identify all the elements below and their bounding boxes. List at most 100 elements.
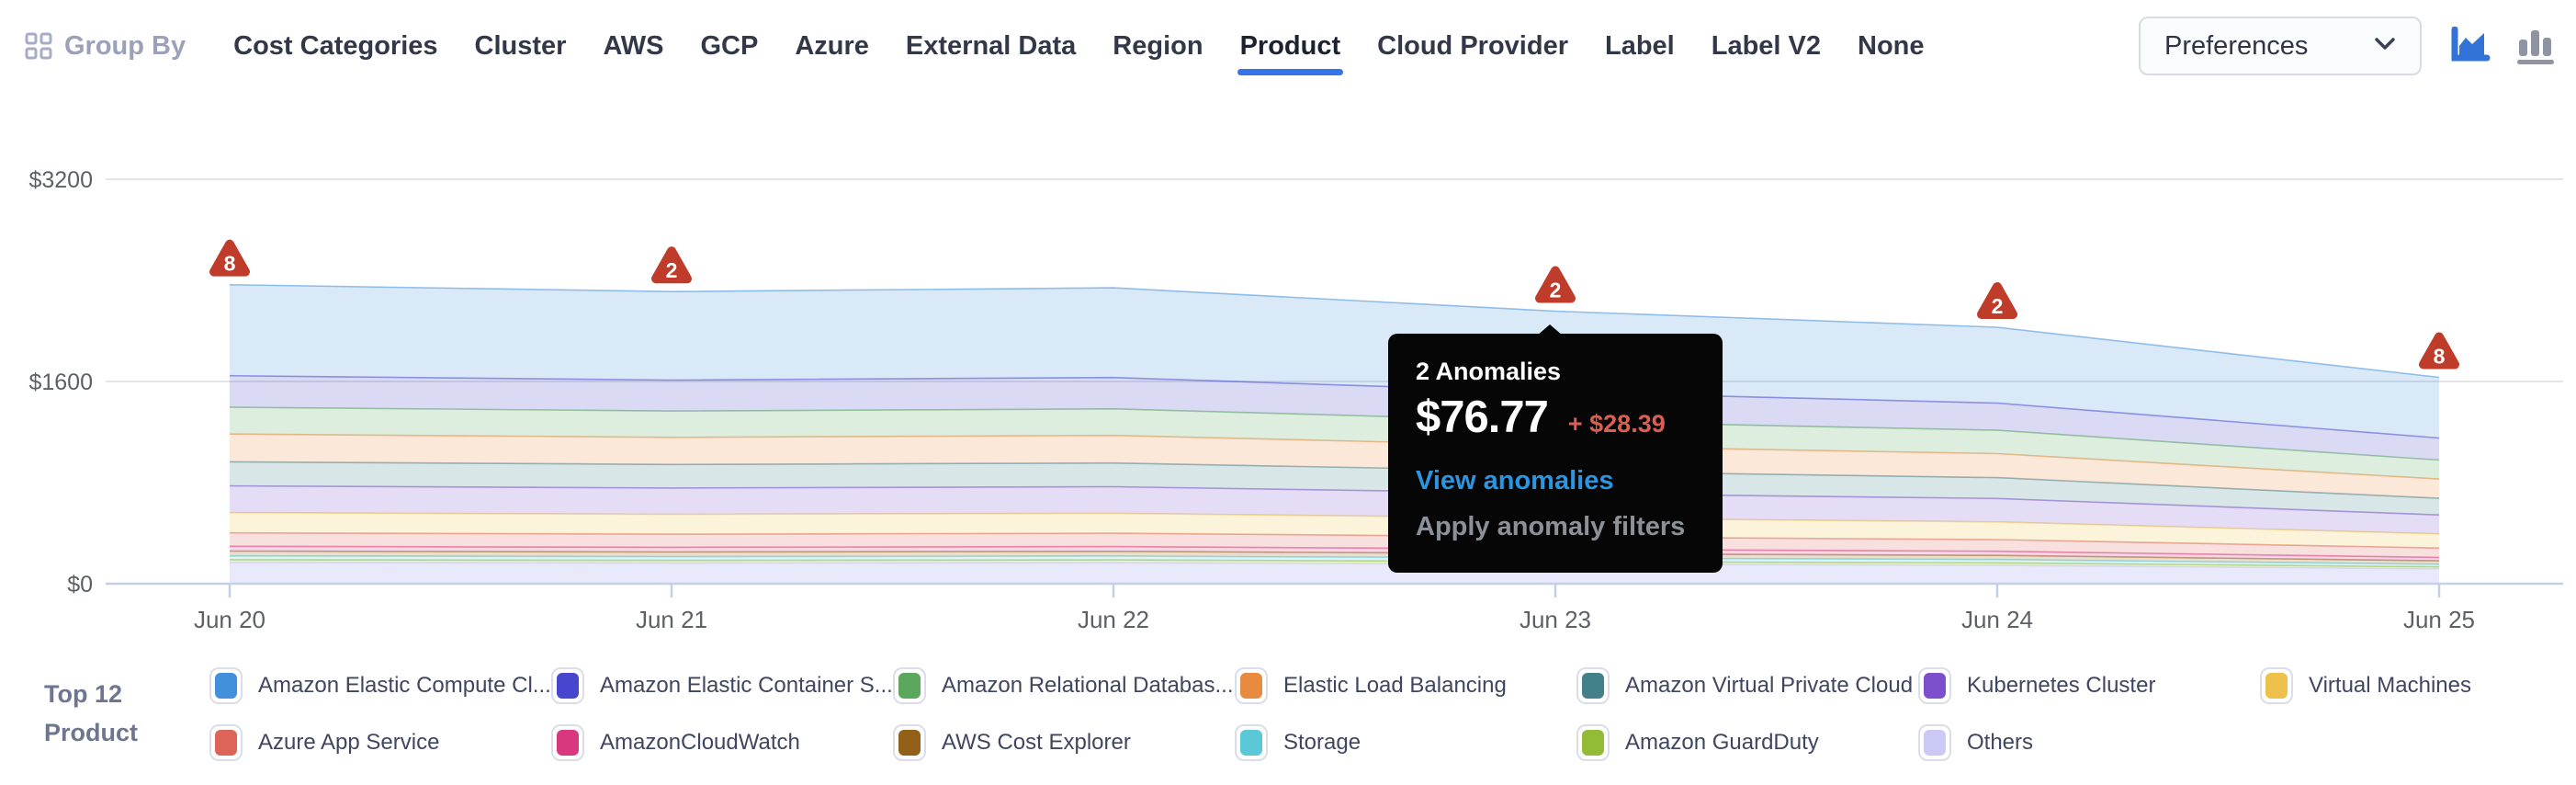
legend-swatch	[893, 667, 926, 704]
legend-label: Amazon Relational Databas...	[942, 673, 1234, 698]
legend-item-amazon-relational-databas[interactable]: Amazon Relational Databas...	[893, 667, 1235, 704]
legend-label: AWS Cost Explorer	[942, 730, 1131, 755]
area-edge	[229, 550, 2440, 562]
legend-item-others[interactable]: Others	[1918, 724, 2260, 761]
area-amazon-guardduty	[230, 559, 2439, 569]
legend-item-aws-cost-explorer[interactable]: AWS Cost Explorer	[893, 724, 1235, 761]
anomaly-tooltip: 2 Anomalies $76.77 + $28.39 View anomali…	[1388, 324, 1723, 573]
group-by-tabs: Cost Categories Cluster AWS GCP Azure Externa…	[233, 26, 1925, 75]
legend-item-elastic-load-balancing[interactable]: Elastic Load Balancing	[1235, 667, 1576, 704]
tab-product[interactable]: Product	[1237, 26, 1343, 75]
legend-swatch	[1235, 667, 1268, 704]
tab-azure[interactable]: Azure	[795, 30, 869, 61]
legend-item-kubernetes-cluster[interactable]: Kubernetes Cluster	[1918, 667, 2260, 704]
preferences-label: Preferences	[2164, 30, 2309, 61]
tooltip-title: 2 Anomalies	[1416, 358, 1562, 385]
x-axis-label: Jun 20	[194, 606, 266, 633]
legend-swatch	[2260, 667, 2293, 704]
legend-label: Storage	[1283, 730, 1361, 755]
x-axis-label: Jun 25	[2403, 606, 2475, 633]
view-anomalies-link[interactable]: View anomalies	[1416, 466, 1614, 495]
area-amazoncloudwatch	[230, 546, 2439, 562]
chart-legend: Top 12 Product Amazon Elastic Compute Cl…	[0, 643, 2576, 785]
legend-item-amazon-virtual-private-cloud[interactable]: Amazon Virtual Private Cloud	[1576, 667, 1918, 704]
legend-label: Others	[1967, 730, 2034, 755]
legend-swatch	[893, 724, 926, 761]
area-edge	[229, 461, 2440, 499]
legend-label: Elastic Load Balancing	[1283, 673, 1507, 698]
svg-text:8: 8	[2434, 344, 2446, 368]
legend-item-amazon-elastic-container-s[interactable]: Amazon Elastic Container S...	[551, 667, 893, 704]
area-elastic-load-balancing	[230, 434, 2439, 499]
anomaly-badge-jun-25[interactable]: 8	[2419, 332, 2459, 370]
tab-none[interactable]: None	[1858, 30, 1925, 61]
legend-item-amazoncloudwatch[interactable]: AmazonCloudWatch	[551, 724, 893, 761]
legend-label: Amazon GuardDuty	[1625, 730, 1819, 755]
tab-label[interactable]: Label	[1604, 30, 1675, 61]
legend-swatch	[1576, 667, 1610, 704]
toolbar-right: Preferences	[2139, 17, 2576, 75]
legend-label: Virtual Machines	[2309, 673, 2471, 698]
anomaly-badge-jun-21[interactable]: 2	[651, 246, 692, 284]
legend-label: AmazonCloudWatch	[600, 730, 800, 755]
tooltip-delta: + $28.39	[1567, 410, 1666, 438]
area-others	[230, 563, 2439, 584]
area-edge	[229, 484, 2440, 516]
area-edge	[229, 559, 2440, 568]
area-storage	[230, 555, 2439, 567]
anomaly-badge-jun-23[interactable]: 2	[1535, 266, 1576, 303]
area-amazon-elastic-container-s	[230, 375, 2439, 461]
legend-title-line1: Top 12	[44, 680, 123, 709]
svg-text:2: 2	[666, 258, 678, 282]
apply-anomaly-filters-link[interactable]: Apply anomaly filters	[1416, 512, 1686, 541]
legend-swatch	[209, 724, 243, 761]
x-axis-label: Jun 21	[636, 606, 707, 633]
legend-items: Amazon Elastic Compute Cl... Amazon Elast…	[209, 667, 2576, 761]
legend-item-storage[interactable]: Storage	[1235, 724, 1576, 761]
legend-label: Kubernetes Cluster	[1967, 673, 2156, 698]
area-edge	[229, 545, 2440, 559]
tab-aws[interactable]: AWS	[603, 30, 664, 61]
group-by: Group By	[25, 31, 186, 62]
tab-label-v2[interactable]: Label V2	[1711, 30, 1822, 61]
tab-cloud-provider[interactable]: Cloud Provider	[1377, 30, 1568, 61]
tab-region[interactable]: Region	[1113, 30, 1203, 61]
legend-title-line2: Product	[44, 719, 139, 746]
x-axis-label: Jun 22	[1078, 606, 1149, 633]
area-chart-icon[interactable]	[2449, 27, 2491, 65]
legend-swatch	[551, 667, 584, 704]
svg-text:2: 2	[1550, 279, 1562, 302]
area-amazon-virtual-private-cloud	[230, 461, 2439, 516]
area-edge	[229, 562, 2440, 570]
tab-gcp[interactable]: GCP	[700, 30, 759, 61]
y-axis-label: $3200	[28, 167, 93, 193]
svg-text:8: 8	[224, 252, 236, 276]
area-aws-cost-explorer	[230, 551, 2439, 564]
cost-chart-area: $0 $1600 $3200 Jun 20 Jun 21 Jun 22 Jun 23 Jun …	[0, 92, 2576, 643]
tab-external-data[interactable]: External Data	[905, 30, 1077, 61]
anomaly-badge-jun-24[interactable]: 2	[1977, 282, 2017, 320]
area-edge	[229, 433, 2440, 480]
bar-chart-icon[interactable]	[2515, 27, 2556, 65]
legend-swatch	[1235, 724, 1268, 761]
anomaly-badge-jun-20[interactable]: 8	[209, 239, 250, 277]
tab-cluster[interactable]: Cluster	[474, 30, 567, 61]
legend-item-azure-app-service[interactable]: Azure App Service	[209, 724, 551, 761]
tab-cost-categories[interactable]: Cost Categories	[233, 30, 438, 61]
area-edge	[229, 511, 2440, 535]
preferences-dropdown[interactable]: Preferences	[2139, 17, 2422, 75]
legend-item-amazon-guardduty[interactable]: Amazon GuardDuty	[1576, 724, 1918, 761]
chevron-down-icon	[2374, 37, 2396, 56]
area-edge	[229, 406, 2440, 461]
stacked-area-chart: $0 $1600 $3200 Jun 20 Jun 21 Jun 22 Jun 23 Jun …	[28, 167, 2563, 633]
area-edge	[229, 283, 2440, 379]
x-axis-label: Jun 23	[1520, 606, 1591, 633]
area-amazon-relational-databas	[230, 407, 2439, 480]
legend-label: Amazon Elastic Compute Cl...	[258, 673, 551, 698]
legend-label: Amazon Virtual Private Cloud	[1625, 673, 1914, 698]
area-edge	[229, 531, 2440, 549]
legend-swatch	[209, 667, 243, 704]
legend-item-amazon-elastic-compute-cl[interactable]: Amazon Elastic Compute Cl...	[209, 667, 551, 704]
legend-item-virtual-machines[interactable]: Virtual Machines	[2260, 667, 2576, 704]
grid-icon	[25, 32, 52, 60]
